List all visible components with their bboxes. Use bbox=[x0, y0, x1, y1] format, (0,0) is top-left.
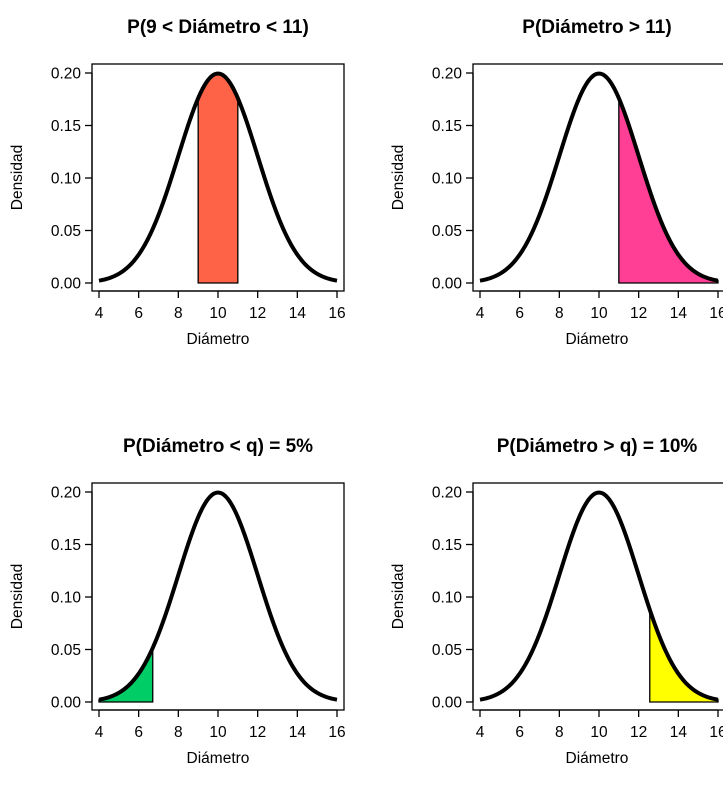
shaded-probability-area bbox=[618, 97, 719, 284]
y-tick-label: 0.20 bbox=[432, 66, 463, 83]
x-tick-label: 16 bbox=[328, 305, 345, 322]
density-curve bbox=[98, 490, 338, 702]
x-tick-label: 10 bbox=[209, 305, 227, 322]
x-tick-label: 16 bbox=[709, 724, 723, 741]
plot-frame bbox=[472, 482, 723, 711]
y-tick-label: 0.10 bbox=[432, 171, 463, 188]
x-tick-label: 8 bbox=[174, 305, 183, 322]
y-tick-label: 0.00 bbox=[432, 276, 463, 293]
x-tick-label: 10 bbox=[209, 724, 227, 741]
chart-title: P(Diámetro > 11) bbox=[522, 17, 671, 38]
x-axis-label: Diámetro bbox=[187, 750, 250, 767]
chart-panel-1: P(9 < Diámetro < 11) 4 6 8 10 12 14 16 0.00 0.05 0… bbox=[9, 17, 346, 348]
x-tick-label: 14 bbox=[670, 305, 688, 322]
x-tick-label: 10 bbox=[590, 724, 608, 741]
y-tick-label: 0.10 bbox=[51, 171, 82, 188]
x-tick-label: 14 bbox=[289, 724, 307, 741]
y-tick-label: 0.00 bbox=[51, 276, 82, 293]
x-tick-label: 4 bbox=[95, 305, 104, 322]
y-tick-label: 0.05 bbox=[432, 642, 462, 659]
x-tick-label: 6 bbox=[134, 305, 143, 322]
density-curve bbox=[479, 71, 719, 283]
y-tick-label: 0.15 bbox=[432, 118, 462, 135]
x-tick-label: 8 bbox=[555, 305, 564, 322]
density-curve bbox=[479, 490, 719, 702]
x-tick-label: 14 bbox=[670, 724, 688, 741]
y-tick-label: 0.15 bbox=[51, 118, 81, 135]
y-tick-label: 0.05 bbox=[432, 223, 462, 240]
x-tick-label: 12 bbox=[249, 305, 266, 322]
x-tick-label: 6 bbox=[515, 305, 524, 322]
x-axis-label: Diámetro bbox=[566, 331, 629, 348]
shaded-probability-area bbox=[649, 609, 719, 703]
chart-panel-4: P(Diámetro > q) = 10% 4 6 8 10 12 14 16 0.00 0.05… bbox=[390, 436, 723, 767]
shaded-probability-area bbox=[98, 647, 154, 703]
chart-title: P(9 < Diámetro < 11) bbox=[127, 17, 309, 38]
chart-title: P(Diámetro > q) = 10% bbox=[497, 436, 698, 457]
plot-frame bbox=[472, 63, 723, 292]
y-tick-label: 0.10 bbox=[51, 590, 82, 607]
y-axis-label: Densidad bbox=[390, 145, 407, 211]
y-tick-label: 0.05 bbox=[51, 642, 81, 659]
chart-panel-2: P(Diámetro > 11) 4 6 8 10 12 14 16 0.00 0.05 0.10 0… bbox=[390, 17, 723, 348]
x-axis-label: Diámetro bbox=[566, 750, 629, 767]
y-tick-label: 0.20 bbox=[432, 485, 463, 502]
x-tick-label: 6 bbox=[515, 724, 524, 741]
x-tick-label: 4 bbox=[476, 305, 485, 322]
x-tick-label: 12 bbox=[249, 724, 266, 741]
x-tick-label: 14 bbox=[289, 305, 307, 322]
density-curve bbox=[98, 71, 338, 283]
x-tick-label: 12 bbox=[630, 305, 647, 322]
x-tick-label: 10 bbox=[590, 305, 608, 322]
x-tick-label: 12 bbox=[630, 724, 647, 741]
shaded-probability-area bbox=[197, 72, 239, 284]
x-tick-label: 6 bbox=[134, 724, 143, 741]
y-tick-label: 0.20 bbox=[51, 485, 82, 502]
y-axis-label: Densidad bbox=[9, 145, 26, 211]
x-tick-label: 16 bbox=[328, 724, 345, 741]
chart-title: P(Diámetro < q) = 5% bbox=[123, 436, 313, 457]
y-tick-label: 0.00 bbox=[432, 695, 463, 712]
y-tick-label: 0.10 bbox=[432, 590, 463, 607]
y-tick-label: 0.20 bbox=[51, 66, 82, 83]
y-axis-label: Densidad bbox=[390, 564, 407, 630]
x-axis-label: Diámetro bbox=[187, 331, 250, 348]
x-tick-label: 4 bbox=[476, 724, 485, 741]
y-tick-label: 0.00 bbox=[51, 695, 82, 712]
y-tick-label: 0.15 bbox=[51, 537, 81, 554]
y-axis-label: Densidad bbox=[9, 564, 26, 630]
plot-frame bbox=[91, 482, 345, 711]
x-tick-label: 4 bbox=[95, 724, 104, 741]
chart-panel-3: P(Diámetro < q) = 5% 4 6 8 10 12 14 16 0.00 0.05 0… bbox=[9, 436, 346, 767]
x-tick-label: 8 bbox=[555, 724, 564, 741]
x-tick-label: 16 bbox=[709, 305, 723, 322]
x-tick-label: 8 bbox=[174, 724, 183, 741]
y-tick-label: 0.05 bbox=[51, 223, 81, 240]
y-tick-label: 0.15 bbox=[432, 537, 462, 554]
